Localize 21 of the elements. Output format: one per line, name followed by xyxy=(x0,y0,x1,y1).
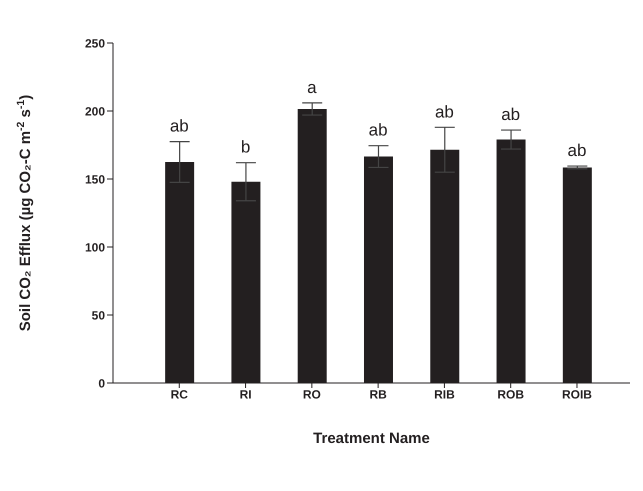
y-tick-label: 200 xyxy=(84,104,106,118)
annotation: ab xyxy=(501,105,520,124)
annotation: ab xyxy=(568,141,586,160)
annotation: b xyxy=(240,138,250,157)
x-axis-title: Treatment Name xyxy=(313,430,430,447)
y-tick-label: 150 xyxy=(84,172,106,186)
y-tick-label: 250 xyxy=(84,36,106,50)
y-tick-label: 0 xyxy=(98,376,106,390)
x-tick-label: RIB xyxy=(434,388,456,402)
y-tick-label: 50 xyxy=(92,308,106,322)
annotation: ab xyxy=(434,102,454,122)
annotation: a xyxy=(307,78,318,97)
annotation: ab xyxy=(170,116,189,136)
x-tick-label: ROIB xyxy=(562,388,592,402)
x-tick-label: RO xyxy=(302,388,321,402)
x-tick-label: RC xyxy=(170,388,188,402)
x-tick-label: RI xyxy=(240,388,252,402)
annotation: ab xyxy=(368,120,388,140)
x-tick-label: ROB xyxy=(497,388,524,402)
x-tick-label: RB xyxy=(369,388,388,402)
y-tick-label: 100 xyxy=(84,240,106,254)
